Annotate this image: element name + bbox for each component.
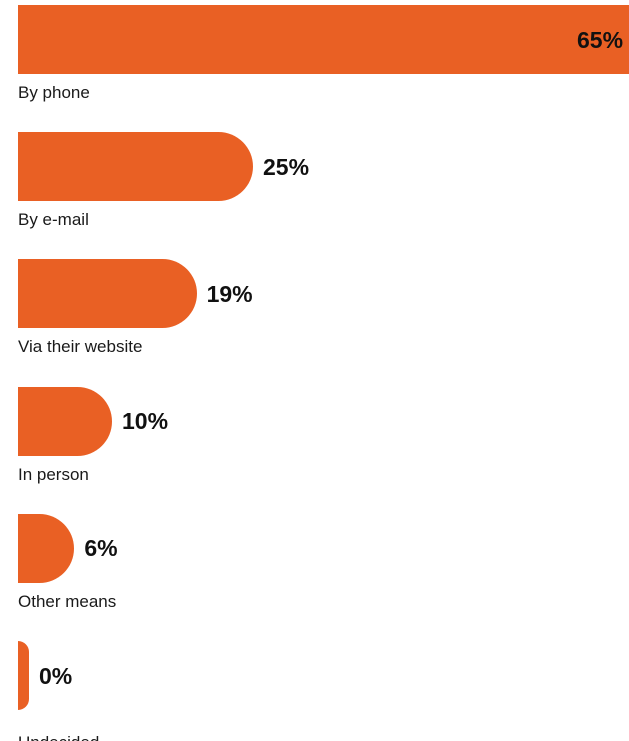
bar-other-means	[18, 513, 75, 583]
data-label: 10%	[122, 408, 169, 435]
data-label: 0%	[39, 662, 73, 689]
bar-by-phone	[18, 5, 629, 74]
category-label: Undecided	[18, 732, 99, 741]
category-label: By e-mail	[18, 210, 89, 230]
data-label: 19%	[206, 280, 253, 307]
category-label: By phone	[18, 83, 90, 102]
bar-by-e-mail	[18, 132, 253, 202]
category-label: Via their website	[18, 337, 143, 357]
category-label: Other means	[18, 591, 117, 611]
bar-via-their-website	[18, 259, 197, 329]
data-label: 25%	[263, 153, 310, 180]
data-label: 6%	[84, 535, 118, 562]
data-label: 65%	[577, 26, 624, 53]
bar-undecided	[18, 641, 29, 710]
category-label: In person	[18, 464, 89, 484]
bar-in-person	[18, 386, 112, 456]
